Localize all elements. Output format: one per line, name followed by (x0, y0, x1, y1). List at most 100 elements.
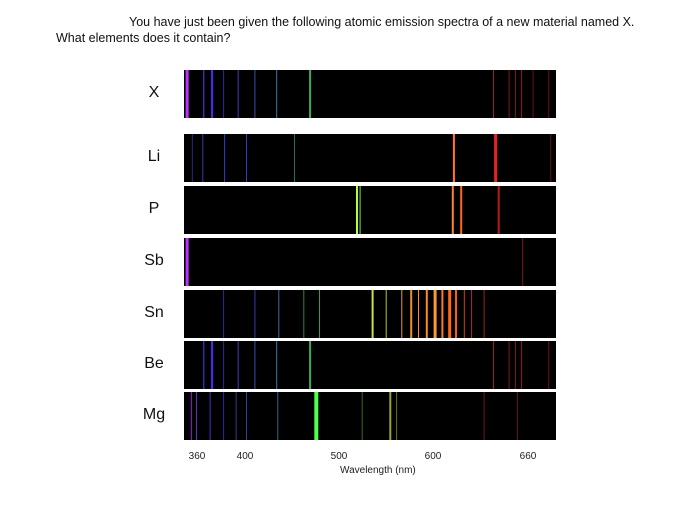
emission-line (303, 290, 305, 338)
emission-line (203, 341, 205, 389)
emission-line (185, 238, 189, 286)
emission-line (508, 341, 510, 389)
axis-tick-500: 500 (330, 451, 348, 462)
emission-line (191, 134, 193, 182)
emission-line (448, 290, 452, 338)
emission-line (223, 341, 225, 389)
emission-line (493, 70, 494, 118)
question-paragraph: You have just been given the following a… (56, 15, 635, 45)
emission-line (521, 341, 523, 389)
axis-label: Wavelength (nm) (340, 465, 416, 476)
emission-line (254, 290, 256, 338)
emission-line (455, 290, 457, 338)
emission-line (425, 290, 428, 338)
emission-line (211, 341, 214, 389)
emission-line (385, 290, 387, 338)
emission-line (276, 70, 278, 118)
emission-line (401, 290, 403, 338)
axis-tick-360: 360 (188, 451, 206, 462)
emission-line (276, 341, 278, 389)
spectrum-sb (184, 238, 556, 286)
spectrum-be (184, 341, 556, 389)
element-label-sn: Sn (144, 304, 164, 321)
emission-line (463, 290, 465, 338)
emission-line (508, 70, 510, 118)
element-label-li: Li (147, 148, 161, 165)
element-label-p: P (148, 200, 160, 217)
emission-line (235, 392, 237, 440)
emission-line (389, 392, 392, 440)
emission-line (550, 134, 552, 182)
emission-line (396, 392, 398, 440)
emission-line (548, 70, 550, 118)
emission-line (471, 290, 473, 338)
spectrum-background (184, 392, 556, 440)
emission-line (224, 134, 226, 182)
emission-line (460, 186, 463, 234)
element-label-mg: Mg (142, 406, 166, 423)
spectrum-background (184, 70, 556, 118)
spectrum-x (184, 70, 556, 118)
emission-line (237, 341, 239, 389)
emission-line (314, 392, 319, 440)
spectrum-background (184, 186, 556, 234)
spectrum-sn (184, 290, 556, 338)
emission-line (185, 70, 189, 118)
emission-line (433, 290, 437, 338)
emission-line (254, 341, 256, 389)
axis-tick-660: 660 (519, 451, 537, 462)
spectrum-background (184, 341, 556, 389)
axis-tick-600: 600 (424, 451, 442, 462)
emission-line (356, 186, 358, 234)
emission-line (209, 392, 211, 440)
emission-line (418, 290, 419, 338)
spectrum-mg (184, 392, 556, 440)
emission-line (294, 134, 295, 182)
emission-line (483, 392, 485, 440)
emission-line (211, 70, 214, 118)
emission-line (196, 392, 197, 440)
emission-line (223, 70, 225, 118)
spectrum-background (184, 134, 556, 182)
emission-line (497, 186, 500, 234)
emission-line (223, 290, 225, 338)
emission-line (237, 70, 239, 118)
emission-line (371, 290, 374, 338)
spectrum-background (184, 238, 556, 286)
emission-line (514, 341, 516, 389)
emission-line (246, 392, 247, 440)
emission-line (483, 290, 485, 338)
emission-line (441, 290, 444, 338)
emission-line (514, 70, 516, 118)
emission-line (359, 186, 361, 234)
emission-line (277, 392, 279, 440)
emission-line (203, 70, 205, 118)
emission-line (532, 70, 534, 118)
spectrum-p (184, 186, 556, 234)
emission-line (278, 290, 280, 338)
emission-line (493, 341, 494, 389)
emission-line (190, 392, 192, 440)
emission-line (451, 186, 454, 234)
emission-line (246, 134, 247, 182)
emission-line (202, 134, 204, 182)
emission-line (254, 70, 256, 118)
spectrum-li (184, 134, 556, 182)
question-text: You have just been given the following a… (56, 14, 656, 46)
emission-line (309, 70, 312, 118)
emission-line (522, 238, 524, 286)
element-label-x: X (148, 84, 160, 101)
emission-line (309, 341, 312, 389)
spectrum-background (184, 290, 556, 338)
emission-line (548, 341, 550, 389)
emission-line (223, 392, 225, 440)
emission-line (452, 134, 455, 182)
emission-line (319, 290, 320, 338)
element-label-sb: Sb (144, 252, 164, 269)
axis-tick-400: 400 (236, 451, 254, 462)
emission-line (521, 70, 523, 118)
emission-line (494, 134, 498, 182)
emission-line (361, 392, 363, 440)
